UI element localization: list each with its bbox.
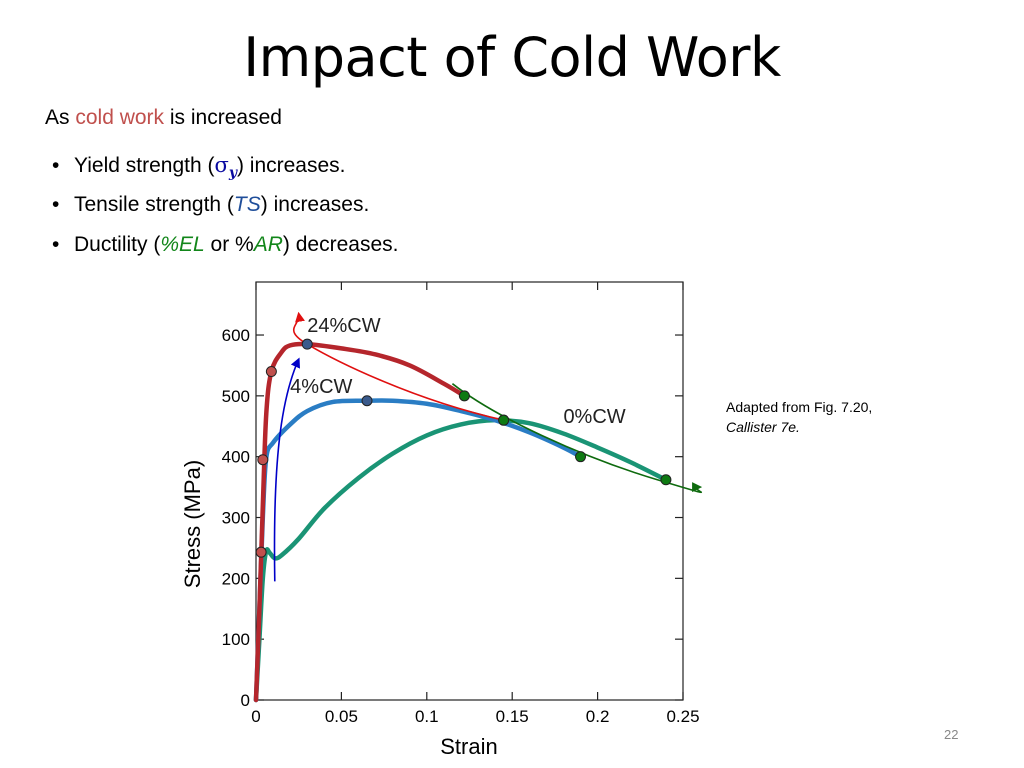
yield-increase-arrow xyxy=(273,357,300,582)
caption-line-2: Callister 7e. xyxy=(726,419,800,435)
elongation-symbol: %EL xyxy=(160,233,205,256)
ductility-decrease-arrow xyxy=(451,383,703,494)
series-line-4pct-cw xyxy=(253,398,583,703)
intro-prefix: As xyxy=(45,106,76,129)
x-tick-label: 0.25 xyxy=(666,707,699,726)
bullet-marker: • xyxy=(52,193,60,216)
fracture-point-marker xyxy=(498,414,510,426)
caption-line-1: Adapted from Fig. 7.20, xyxy=(726,399,873,415)
series-label-0pct-cw: 0%CW xyxy=(563,406,625,428)
intro-suffix: is increased xyxy=(164,106,282,129)
bullet-yield-prefix: Yield strength ( xyxy=(74,154,215,177)
fracture-point-marker xyxy=(660,474,672,486)
yield-point-marker xyxy=(265,366,277,378)
bullet-list: • Yield strength (σy) increases. • Tensile… xyxy=(52,150,398,270)
bullet-yield-suffix: ) increases. xyxy=(236,154,346,177)
intro-highlight: cold work xyxy=(75,106,165,129)
bullet-ductility: • Ductility (%EL or %AR) decreases. xyxy=(52,230,398,270)
bullet-marker: • xyxy=(52,233,60,256)
x-tick-label: 0 xyxy=(251,707,260,726)
fracture-point-marker xyxy=(575,451,587,463)
bullet-tensile: • Tensile strength (TS) increases. xyxy=(52,190,398,230)
x-tick-label: 0.05 xyxy=(325,707,358,726)
tensile-point-marker xyxy=(301,338,313,350)
series-label-24pct-cw: 24%CW xyxy=(307,315,380,337)
y-tick-label: 200 xyxy=(222,569,250,588)
bullet-yield: • Yield strength (σy) increases. xyxy=(52,150,398,190)
tensile-point-marker xyxy=(361,395,373,407)
page-number: 22 xyxy=(944,727,959,742)
bullet-ductility-suffix: ) decreases. xyxy=(282,233,399,256)
tensile-symbol: TS xyxy=(233,193,261,216)
fracture-point-marker xyxy=(458,390,470,402)
bullet-ductility-middle: or % xyxy=(204,233,254,256)
bullet-tensile-suffix: ) increases. xyxy=(260,193,370,216)
y-tick-label: 400 xyxy=(222,448,250,467)
y-tick-label: 0 xyxy=(241,691,250,710)
x-tick-label: 0.1 xyxy=(415,707,439,726)
yield-subscript: y xyxy=(228,165,237,182)
tensile-increase-arrow xyxy=(293,311,504,421)
yield-symbol: σ xyxy=(214,153,229,177)
x-tick-label: 0.2 xyxy=(586,707,610,726)
page-title: Impact of Cold Work xyxy=(243,26,781,89)
y-axis-label: Stress (MPa) xyxy=(180,460,205,588)
y-tick-label: 600 xyxy=(222,326,250,345)
y-tick-label: 100 xyxy=(222,630,250,649)
y-tick-label: 500 xyxy=(222,387,250,406)
area-reduction-symbol: AR xyxy=(253,233,283,256)
yield-point-marker xyxy=(257,454,269,466)
figure-caption: Adapted from Fig. 7.20, Callister 7e. xyxy=(726,397,872,437)
x-axis-label: Strain xyxy=(440,734,497,759)
plot-frame xyxy=(255,281,684,701)
series-line-24pct-cw xyxy=(253,341,467,703)
series-label-4pct-cw: 4%CW xyxy=(290,376,352,398)
bullet-ductility-prefix: Ductility ( xyxy=(74,233,161,256)
bullet-tensile-prefix: Tensile strength ( xyxy=(74,193,234,216)
yield-point-marker xyxy=(255,546,267,558)
bullet-marker: • xyxy=(52,154,60,177)
x-tick-label: 0.15 xyxy=(496,707,529,726)
intro-text: As cold work is increased xyxy=(45,106,282,130)
y-tick-label: 300 xyxy=(222,509,250,528)
